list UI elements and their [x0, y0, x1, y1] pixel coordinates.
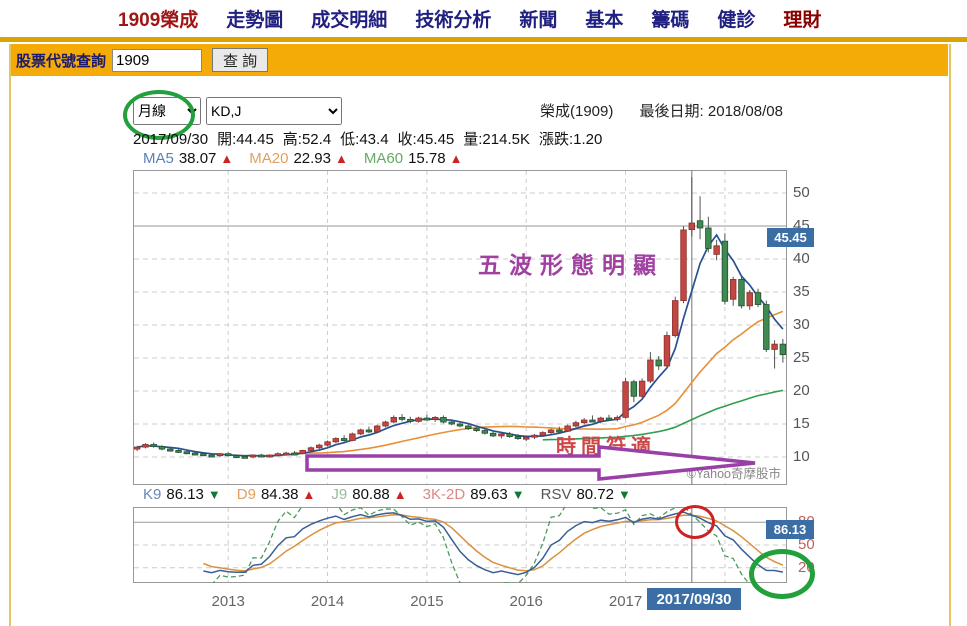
year-label-2017: 2017: [608, 593, 643, 610]
price-tick-10: 10: [793, 448, 810, 465]
stock-search-bar: 股票代號查詢 查 詢: [10, 44, 948, 76]
year-label-2015: 2015: [410, 593, 444, 610]
k-value-badge: 86.13: [766, 520, 814, 539]
watermark: ©Yahoo奇摩股市: [687, 466, 781, 481]
last-date: 最後日期: 2018/08/08: [639, 103, 783, 120]
year-label-2016: 2016: [509, 593, 543, 610]
left-frame-border: [9, 44, 11, 626]
quote-part-6: 量:214.5K: [463, 131, 530, 148]
kd-arrow-2: ▲: [302, 487, 316, 502]
ma-arrow-1: ▲: [220, 151, 234, 166]
nav-item-3[interactable]: 成交明細: [311, 9, 388, 31]
quote-row: 2017/09/30 開:44.45 高:52.4 低:43.4 收:45.45 量:21…: [133, 128, 611, 149]
year-label-2014: 2014: [310, 593, 345, 610]
top-nav: 1909榮成 走勢圖 成交明細 技術分析 新聞 基本 籌碼 健診 理財: [0, 0, 967, 36]
kd-arrow-3: ▲: [393, 487, 407, 502]
ma-arrow-2: ▲: [335, 151, 348, 166]
main-candlestick-chart[interactable]: ©Yahoo奇摩股市: [133, 170, 787, 485]
nav-item-1[interactable]: 1909榮成: [118, 9, 199, 31]
price-tick-15: 15: [793, 415, 810, 432]
quote-part-1: 2017/09/30: [133, 131, 209, 148]
quote-part-2: 開:44.45: [217, 131, 274, 148]
kd-label-1: K9: [143, 486, 162, 503]
ma-value-2: 22.93: [293, 150, 331, 167]
ma-value-3: 15.78: [408, 150, 446, 167]
nav-item-9[interactable]: 理財: [783, 9, 822, 31]
period-select[interactable]: 月線: [133, 97, 201, 125]
price-tick-30: 30: [793, 316, 810, 333]
ma-label-2: MA20: [249, 150, 289, 167]
kd-label-2: D9: [236, 486, 256, 503]
ma-group-2: MA20 22.93 ▲: [249, 150, 348, 167]
kd-arrow-4: ▼: [511, 487, 525, 502]
quote-part-3: 高:52.4: [282, 131, 332, 148]
kd-value-2: 84.38: [260, 486, 299, 503]
kd-arrow-1: ▼: [207, 487, 221, 502]
nav-item-8[interactable]: 健診: [717, 9, 756, 31]
selected-date-badge: 2017/09/30: [647, 588, 741, 610]
kd-tick-50: 50: [798, 536, 815, 553]
stock-code-input[interactable]: [112, 48, 203, 72]
kd-group-2: D9 84.38 ▲: [237, 486, 316, 503]
price-tick-25: 25: [793, 349, 810, 366]
chart-header: 榮成(1909) 最後日期: 2018/08/08: [540, 100, 783, 121]
quote-part-5: 收:45.45: [397, 131, 455, 148]
quote-part-7: 漲跌:1.20: [538, 131, 603, 148]
kd-tick-20: 20: [798, 558, 815, 576]
quote-part-4: 低:43.4: [340, 131, 389, 148]
nav-item-6[interactable]: 基本: [585, 9, 624, 31]
close-price-badge: 45.45: [767, 228, 814, 247]
price-tick-40: 40: [793, 250, 810, 267]
purple-arrow-annotation: [305, 445, 756, 481]
ma-arrow-3: ▲: [449, 151, 463, 166]
kd-group-4: 3K-2D 89.63 ▼: [423, 486, 525, 503]
ma-group-3: MA60 15.78 ▲: [364, 150, 463, 167]
nav-item-7[interactable]: 籌碼: [651, 9, 690, 31]
ma-label-1: MA5: [143, 150, 174, 167]
kd-arrow-5: ▼: [618, 487, 631, 502]
kd-value-1: 86.13: [166, 486, 204, 503]
ma-label-3: MA60: [363, 150, 404, 167]
kd-group-3: J9 80.88 ▲: [331, 486, 406, 503]
price-tick-20: 20: [793, 382, 810, 399]
kd-group-1: K9 86.13 ▼: [143, 486, 221, 503]
kd-values-row: K9 86.13 ▼ D9 84.38 ▲ J9 80.88 ▲ 3K-2D 89.63 ▼ RSV 80…: [143, 486, 647, 503]
price-tick-50: 50: [793, 184, 810, 201]
ma-value-1: 38.07: [178, 150, 217, 167]
kd-value-5: 80.72: [576, 486, 614, 503]
kd-label-4: 3K-2D: [422, 486, 466, 503]
price-tick-35: 35: [793, 283, 810, 300]
stock-title: 榮成(1909): [540, 103, 614, 120]
kd-value-3: 80.88: [352, 486, 390, 503]
nav-item-2[interactable]: 走勢圖: [226, 9, 284, 31]
nav-item-5[interactable]: 新聞: [519, 9, 558, 31]
kd-value-4: 89.63: [470, 486, 508, 503]
wave-annotation-text: 五波形態明顯: [478, 252, 664, 278]
ma-group-1: MA5 38.07 ▲: [143, 150, 233, 167]
kd-indicator-chart[interactable]: [133, 507, 787, 583]
right-frame-border: [949, 44, 951, 626]
query-button[interactable]: 查 詢: [212, 48, 269, 72]
kd-label-5: RSV: [540, 486, 572, 503]
indicator-select[interactable]: KD,J: [206, 97, 342, 125]
kd-group-5: RSV 80.72 ▼: [541, 486, 631, 503]
stock-search-label: 股票代號查詢: [16, 52, 107, 70]
ma-values-row: MA5 38.07 ▲ MA20 22.93 ▲ MA60 15.78 ▲: [143, 150, 478, 167]
kd-label-3: J9: [331, 486, 348, 503]
gold-divider: [0, 37, 967, 42]
year-label-2013: 2013: [211, 593, 245, 610]
nav-item-4[interactable]: 技術分析: [415, 9, 492, 31]
